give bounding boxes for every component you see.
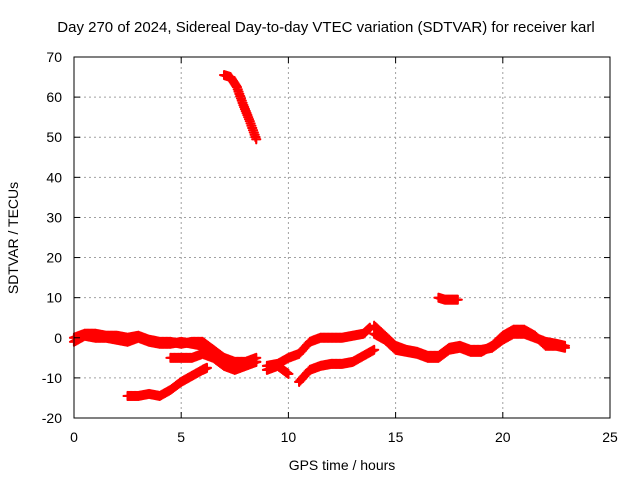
x-axis-label: GPS time / hours [289, 457, 396, 473]
y-tick-label: 20 [46, 250, 62, 266]
x-tick-label: 20 [495, 429, 511, 445]
data-points [68, 69, 571, 402]
data-point [251, 356, 262, 367]
data-point [201, 362, 213, 373]
y-tick-label: 60 [46, 89, 62, 105]
series-arc4 [122, 362, 213, 402]
data-point [283, 368, 294, 379]
x-tick-label: 25 [602, 429, 618, 445]
plot-frame [73, 56, 611, 419]
series-arc10 [369, 324, 571, 363]
y-tick-label: 40 [46, 169, 62, 185]
series-arc11 [433, 292, 463, 305]
y-tick-label: 10 [46, 290, 62, 306]
y-tick-label: 30 [46, 209, 62, 225]
x-tick-label: 0 [70, 429, 78, 445]
series-arc8 [294, 344, 380, 387]
series-arc3 [165, 348, 262, 375]
x-tick-label: 5 [177, 429, 185, 445]
data-point [452, 294, 463, 305]
series-arc7 [261, 360, 294, 379]
x-tick-label: 15 [388, 429, 404, 445]
chart-title: Day 270 of 2024, Sidereal Day-to-day VTE… [57, 19, 594, 36]
data-point [559, 342, 571, 353]
data-point [369, 344, 380, 355]
y-tick-label: 50 [46, 129, 62, 145]
x-tick-label: 10 [281, 429, 297, 445]
y-axis-label: SDTVAR / TECUs [5, 182, 21, 294]
series-arc5 [218, 69, 262, 145]
y-tick-label: -20 [42, 410, 62, 426]
y-tick-label: 70 [46, 49, 62, 65]
y-tick-label: 0 [54, 330, 62, 346]
data-point [251, 134, 262, 145]
axis-ticks: 0 5 10 15 20 25 -20 -10 0 10 20 30 40 50 60 70 [42, 49, 618, 445]
y-tick-label: -10 [42, 370, 62, 386]
